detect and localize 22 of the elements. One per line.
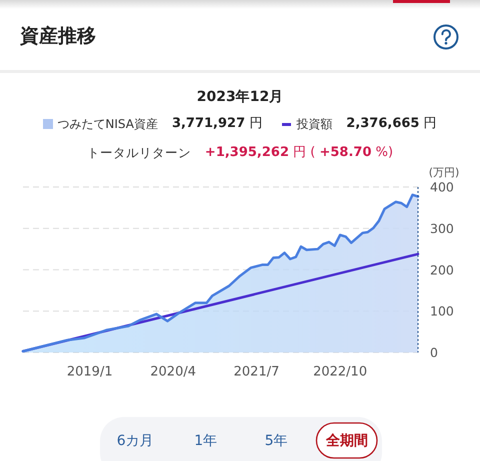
y-tick-label: 100	[430, 304, 454, 319]
legend-label: 投資額	[296, 116, 332, 133]
x-tick-label: 2021/7	[234, 364, 280, 380]
y-tick-label: 0	[430, 345, 438, 360]
y-tick-label: 200	[430, 262, 454, 278]
y-tick-label: 400	[430, 180, 454, 194]
legend-label: つみたてNISA資産	[57, 116, 158, 133]
text: +1,395,262 円 ( +58.70 %)	[204, 145, 394, 160]
period-button: 全期間	[316, 424, 377, 457]
x-tick-label: 2022/10	[313, 364, 368, 380]
chart-title: 資産推移	[20, 24, 96, 48]
chart-subtitle: 2023年12月	[196, 88, 284, 106]
period-button: 6カ月	[105, 424, 166, 457]
text: 2,376,665 円	[346, 116, 437, 131]
x-tick-label: 2019/1	[66, 364, 113, 380]
x-tick-label: 2020/4	[150, 364, 196, 380]
text: 3,771,927 円	[172, 116, 262, 131]
period-button: 1年	[176, 424, 236, 457]
text: トータルリターン	[86, 144, 191, 162]
y-axis-title: (万円)	[428, 166, 460, 178]
y-tick-label: 300	[430, 220, 454, 236]
period-button: 5年	[246, 424, 306, 457]
